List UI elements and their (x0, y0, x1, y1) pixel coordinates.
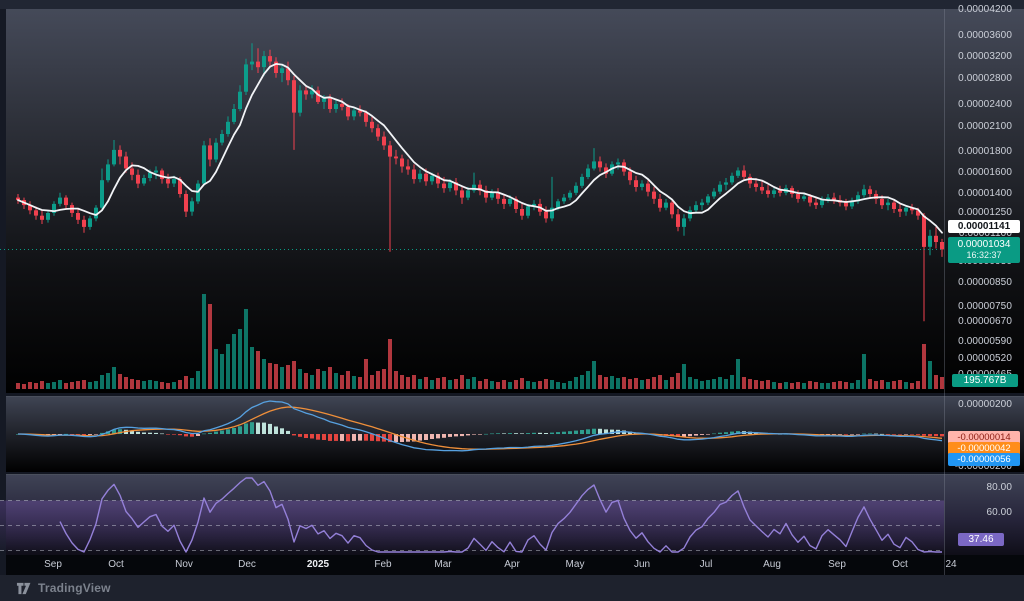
bar-countdown: 16:32:37 (966, 250, 1002, 260)
tradingview-watermark[interactable]: TradingView (16, 581, 111, 596)
time-tick-label: Sep (44, 559, 62, 570)
top-bar (0, 0, 1024, 9)
main-price-pane[interactable] (6, 9, 1024, 393)
macd-histogram-badge: -0.00000014 (948, 431, 1020, 444)
time-tick-label: Jun (633, 559, 651, 570)
time-tick-label: Apr (504, 559, 520, 570)
time-tick-label: Aug (763, 559, 781, 570)
time-tick-label: Nov (175, 559, 193, 570)
macd-line-badge: -0.00000056 (948, 453, 1020, 466)
time-tick-label: 2025 (306, 559, 330, 570)
tradingview-logo-icon (16, 582, 31, 594)
left-margin (0, 9, 6, 575)
time-tick-label: May (565, 559, 585, 570)
rsi-value-badge: 37.46 (958, 533, 1004, 546)
time-tick-label: Dec (238, 559, 256, 570)
time-tick-label: Sep (828, 559, 846, 570)
price-axis[interactable] (944, 9, 1024, 575)
bottom-bar: TradingView (0, 575, 1024, 601)
volume-value-badge: 195.767B (952, 374, 1018, 387)
watermark-text: TradingView (38, 581, 111, 595)
time-tick-label: Jul (699, 559, 713, 570)
macd-signal-badge: -0.00000042 (948, 442, 1020, 455)
time-tick-label: Mar (434, 559, 452, 570)
time-tick-label: Oct (892, 559, 908, 570)
ma-value-badge: 0.00001141 (948, 220, 1020, 233)
last-price-badge: 0.00001034 16:32:37 (948, 237, 1020, 263)
macd-pane[interactable] (6, 396, 1024, 472)
time-tick-label: Oct (108, 559, 124, 570)
last-price-value: 0.00001034 (957, 239, 1011, 250)
time-tick-label: 24 (945, 559, 957, 570)
rsi-pane[interactable] (6, 474, 1024, 556)
time-tick-label: Feb (374, 559, 392, 570)
time-axis[interactable]: Sep Oct Nov Dec 2025 Feb Mar Apr May Jun Jul Aug Sep… (6, 555, 1024, 575)
